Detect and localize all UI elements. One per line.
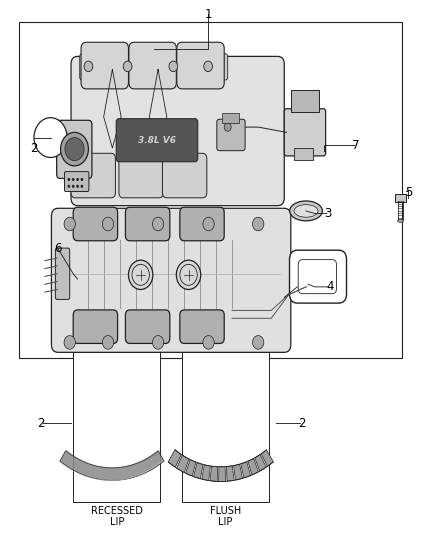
Text: 2: 2 — [30, 142, 38, 155]
Text: 2: 2 — [37, 417, 44, 430]
Circle shape — [177, 260, 201, 289]
Bar — [182, 352, 269, 502]
Polygon shape — [241, 462, 251, 478]
Circle shape — [60, 132, 88, 166]
Text: 7: 7 — [352, 139, 360, 152]
FancyBboxPatch shape — [125, 310, 170, 343]
Circle shape — [152, 217, 164, 231]
Text: 1: 1 — [205, 8, 212, 21]
Circle shape — [102, 336, 114, 349]
Polygon shape — [202, 465, 210, 481]
FancyBboxPatch shape — [55, 248, 70, 300]
Circle shape — [64, 336, 75, 349]
Polygon shape — [219, 467, 226, 481]
FancyBboxPatch shape — [180, 310, 224, 343]
Ellipse shape — [294, 205, 318, 217]
Polygon shape — [261, 450, 273, 466]
Circle shape — [72, 178, 74, 181]
Polygon shape — [233, 464, 243, 480]
Circle shape — [64, 217, 75, 231]
Polygon shape — [168, 450, 181, 467]
FancyBboxPatch shape — [64, 172, 89, 191]
FancyBboxPatch shape — [81, 42, 128, 89]
FancyBboxPatch shape — [298, 260, 336, 294]
FancyBboxPatch shape — [71, 154, 116, 198]
FancyBboxPatch shape — [73, 310, 117, 343]
Circle shape — [169, 61, 178, 71]
FancyBboxPatch shape — [284, 109, 325, 156]
Circle shape — [102, 217, 114, 231]
Circle shape — [65, 138, 84, 160]
Text: 6: 6 — [54, 242, 62, 255]
Text: 4: 4 — [326, 280, 334, 293]
Circle shape — [123, 61, 132, 71]
Circle shape — [84, 61, 93, 71]
Bar — [19, 22, 402, 358]
Text: FLUSH
LIP: FLUSH LIP — [210, 506, 241, 528]
Circle shape — [204, 61, 212, 71]
Circle shape — [34, 118, 67, 157]
Text: 3.8L V6: 3.8L V6 — [138, 136, 176, 144]
FancyBboxPatch shape — [294, 148, 314, 159]
Text: 2: 2 — [298, 417, 305, 430]
FancyBboxPatch shape — [291, 91, 319, 112]
Polygon shape — [248, 458, 258, 475]
FancyBboxPatch shape — [290, 250, 346, 303]
FancyBboxPatch shape — [180, 207, 224, 241]
FancyBboxPatch shape — [125, 207, 170, 241]
Circle shape — [76, 178, 79, 181]
Polygon shape — [210, 466, 218, 481]
FancyBboxPatch shape — [177, 42, 224, 89]
Polygon shape — [177, 455, 189, 472]
Polygon shape — [194, 463, 203, 479]
FancyBboxPatch shape — [217, 119, 245, 151]
Ellipse shape — [398, 219, 403, 222]
FancyBboxPatch shape — [129, 42, 177, 89]
FancyBboxPatch shape — [80, 54, 228, 80]
Circle shape — [203, 336, 214, 349]
Polygon shape — [255, 455, 266, 471]
FancyBboxPatch shape — [71, 56, 284, 206]
Polygon shape — [60, 450, 164, 480]
Circle shape — [67, 178, 70, 181]
FancyBboxPatch shape — [116, 119, 198, 161]
Polygon shape — [226, 466, 234, 481]
Circle shape — [224, 123, 231, 131]
FancyBboxPatch shape — [119, 154, 163, 198]
Circle shape — [253, 217, 264, 231]
FancyBboxPatch shape — [57, 120, 92, 179]
Circle shape — [203, 217, 214, 231]
Circle shape — [72, 185, 74, 188]
Circle shape — [76, 185, 79, 188]
Polygon shape — [186, 459, 196, 476]
FancyBboxPatch shape — [395, 193, 406, 202]
Text: 3: 3 — [324, 207, 332, 220]
Ellipse shape — [290, 201, 322, 221]
Bar — [73, 352, 160, 502]
FancyBboxPatch shape — [162, 154, 207, 198]
Text: 5: 5 — [405, 186, 412, 199]
Text: RECESSED
LIP: RECESSED LIP — [91, 506, 143, 528]
Circle shape — [81, 185, 83, 188]
Circle shape — [67, 185, 70, 188]
FancyBboxPatch shape — [222, 113, 240, 124]
FancyBboxPatch shape — [73, 207, 117, 241]
FancyBboxPatch shape — [51, 208, 291, 352]
Circle shape — [253, 336, 264, 349]
Circle shape — [128, 260, 153, 289]
Circle shape — [81, 178, 83, 181]
Circle shape — [152, 336, 164, 349]
